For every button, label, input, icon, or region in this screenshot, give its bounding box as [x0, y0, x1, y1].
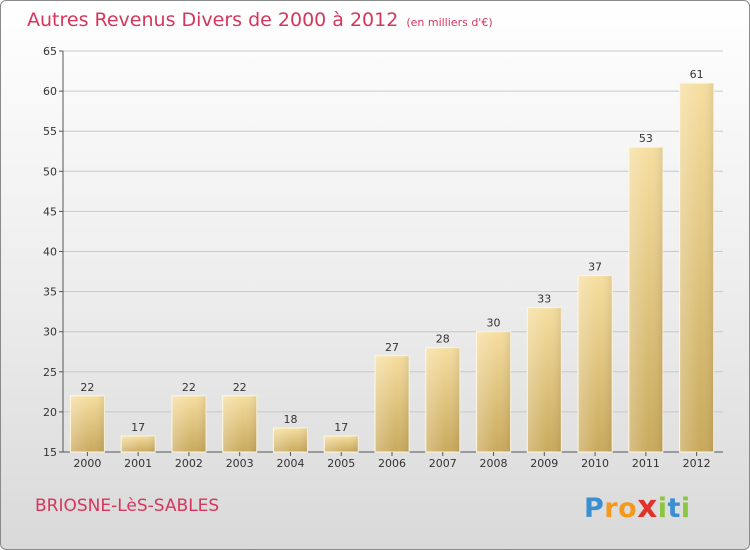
bar-shade [121, 435, 156, 452]
x-tick-label: 2002 [175, 457, 203, 470]
x-tick-label: 2004 [276, 457, 304, 470]
x-tick-label: 2000 [73, 457, 101, 470]
data-label: 30 [487, 317, 501, 330]
data-label: 22 [182, 381, 196, 394]
bar-shade [375, 355, 409, 452]
chart-title: Autres Revenus Divers de 2000 à 2012 (en … [27, 9, 493, 31]
data-label: 17 [131, 421, 145, 434]
x-tick-label: 2006 [378, 457, 406, 470]
y-tick-label: 45 [43, 205, 57, 218]
bar-shade [222, 395, 257, 452]
bar-shade [425, 347, 460, 452]
bar-shade [578, 275, 613, 452]
x-tick-label: 2008 [480, 457, 508, 470]
bar-shade [628, 147, 663, 453]
y-tick-label: 55 [43, 125, 57, 138]
logo-letter: i [657, 493, 668, 524]
x-tick-label: 2007 [429, 457, 457, 470]
data-label: 53 [639, 132, 653, 145]
x-tick-label: 2003 [226, 457, 254, 470]
x-tick-label: 2012 [683, 457, 711, 470]
logo-letter: P [584, 493, 605, 524]
logo-letter: t [667, 493, 681, 524]
bar-shade [527, 307, 562, 452]
logo-letter: r [604, 493, 619, 524]
y-tick-label: 50 [43, 165, 57, 178]
data-label: 27 [385, 341, 399, 354]
x-tick-label: 2009 [530, 457, 558, 470]
y-tick-label: 35 [43, 286, 57, 299]
data-label: 33 [537, 293, 551, 306]
data-label: 22 [233, 381, 247, 394]
y-tick-label: 30 [43, 326, 57, 339]
x-tick-label: 2005 [327, 457, 355, 470]
y-tick-label: 25 [43, 366, 57, 379]
y-tick-label: 40 [43, 246, 57, 259]
data-label: 18 [283, 413, 297, 426]
data-label: 22 [80, 381, 94, 394]
x-tick-label: 2010 [581, 457, 609, 470]
logo-letter: i [680, 493, 691, 524]
x-tick-label: 2001 [124, 457, 152, 470]
logo-letter: x [637, 489, 658, 525]
data-label: 61 [690, 68, 704, 81]
location-name: BRIOSNE-LèS-SABLES [35, 496, 220, 516]
y-tick-label: 60 [43, 85, 57, 98]
y-tick-label: 20 [43, 406, 57, 419]
proxiti-logo: Proxiti [584, 489, 691, 525]
data-label: 28 [436, 333, 450, 346]
chart-title-text: Autres Revenus Divers de 2000 à 2012 [27, 9, 399, 31]
data-label: 17 [334, 421, 348, 434]
bar-shade [476, 331, 511, 452]
bar-shade [273, 427, 308, 452]
data-label: 37 [588, 261, 602, 274]
bar-shade [324, 435, 359, 452]
bar-shade [679, 83, 714, 452]
chart-subtitle: (en milliers d'€) [406, 16, 493, 29]
y-tick-label: 15 [43, 446, 57, 459]
y-tick-label: 65 [43, 45, 57, 58]
bar-shade [171, 395, 206, 452]
logo-letter: o [618, 493, 638, 524]
bar-shade [70, 395, 105, 452]
x-tick-label: 2011 [632, 457, 660, 470]
